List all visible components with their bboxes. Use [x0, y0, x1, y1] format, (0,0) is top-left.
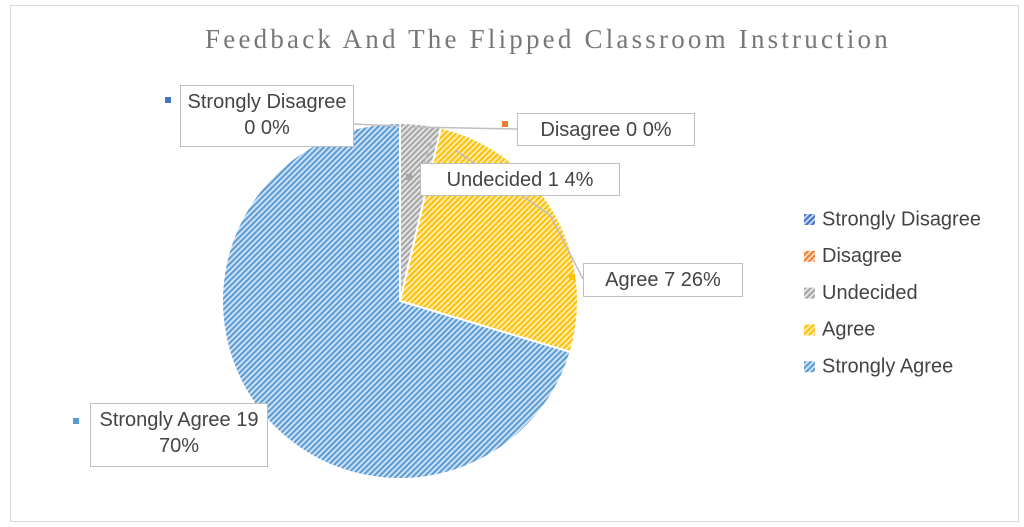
- label-part: 70%: [158, 435, 200, 457]
- legend-label: Strongly Agree: [822, 355, 953, 377]
- legend-label: Strongly Disagree: [822, 208, 981, 230]
- legend-swatch: [804, 214, 815, 225]
- label-marker: [502, 121, 508, 127]
- label-part: 0: [626, 119, 638, 141]
- legend-swatch: [804, 287, 815, 299]
- label-part: 26%: [680, 269, 721, 291]
- label-part: 0: [244, 117, 256, 139]
- data-label: Strongly Agree 19 70%: [90, 403, 268, 467]
- label-part: 0%: [260, 117, 290, 139]
- leader-line: [411, 126, 518, 130]
- legend-swatch: [804, 361, 815, 373]
- label-part: Strongly Disagree: [187, 91, 347, 113]
- label-part: Undecided: [446, 169, 543, 191]
- data-label: Strongly Disagree 0 0%: [180, 85, 354, 147]
- legend-swatch: [804, 324, 815, 336]
- data-label: Disagree 0 0%: [517, 113, 695, 146]
- label-part: 0%: [642, 119, 672, 141]
- data-label: Agree 7 26%: [583, 263, 743, 297]
- chart-title: Feedback And The Flipped Classroom Instr…: [205, 24, 891, 54]
- label-part: Agree: [605, 269, 659, 291]
- legend-swatch: [804, 250, 815, 262]
- data-label: Undecided 1 4%: [420, 163, 620, 196]
- leader-line: [352, 123, 401, 127]
- label-part: Disagree: [540, 119, 621, 141]
- legend-label: Agree: [822, 319, 875, 341]
- label-marker: [406, 174, 412, 180]
- legend-label: Undecided: [822, 282, 918, 304]
- label-part: 4%: [564, 169, 594, 191]
- label-part: 1: [547, 169, 559, 191]
- label-marker: [73, 418, 79, 424]
- label-part: 7: [664, 269, 676, 291]
- label-marker: [165, 97, 171, 103]
- label-part: 19: [236, 409, 259, 431]
- legend-label: Disagree: [822, 245, 902, 267]
- label-marker: [569, 274, 575, 280]
- label-part: Strongly Agree: [99, 409, 231, 431]
